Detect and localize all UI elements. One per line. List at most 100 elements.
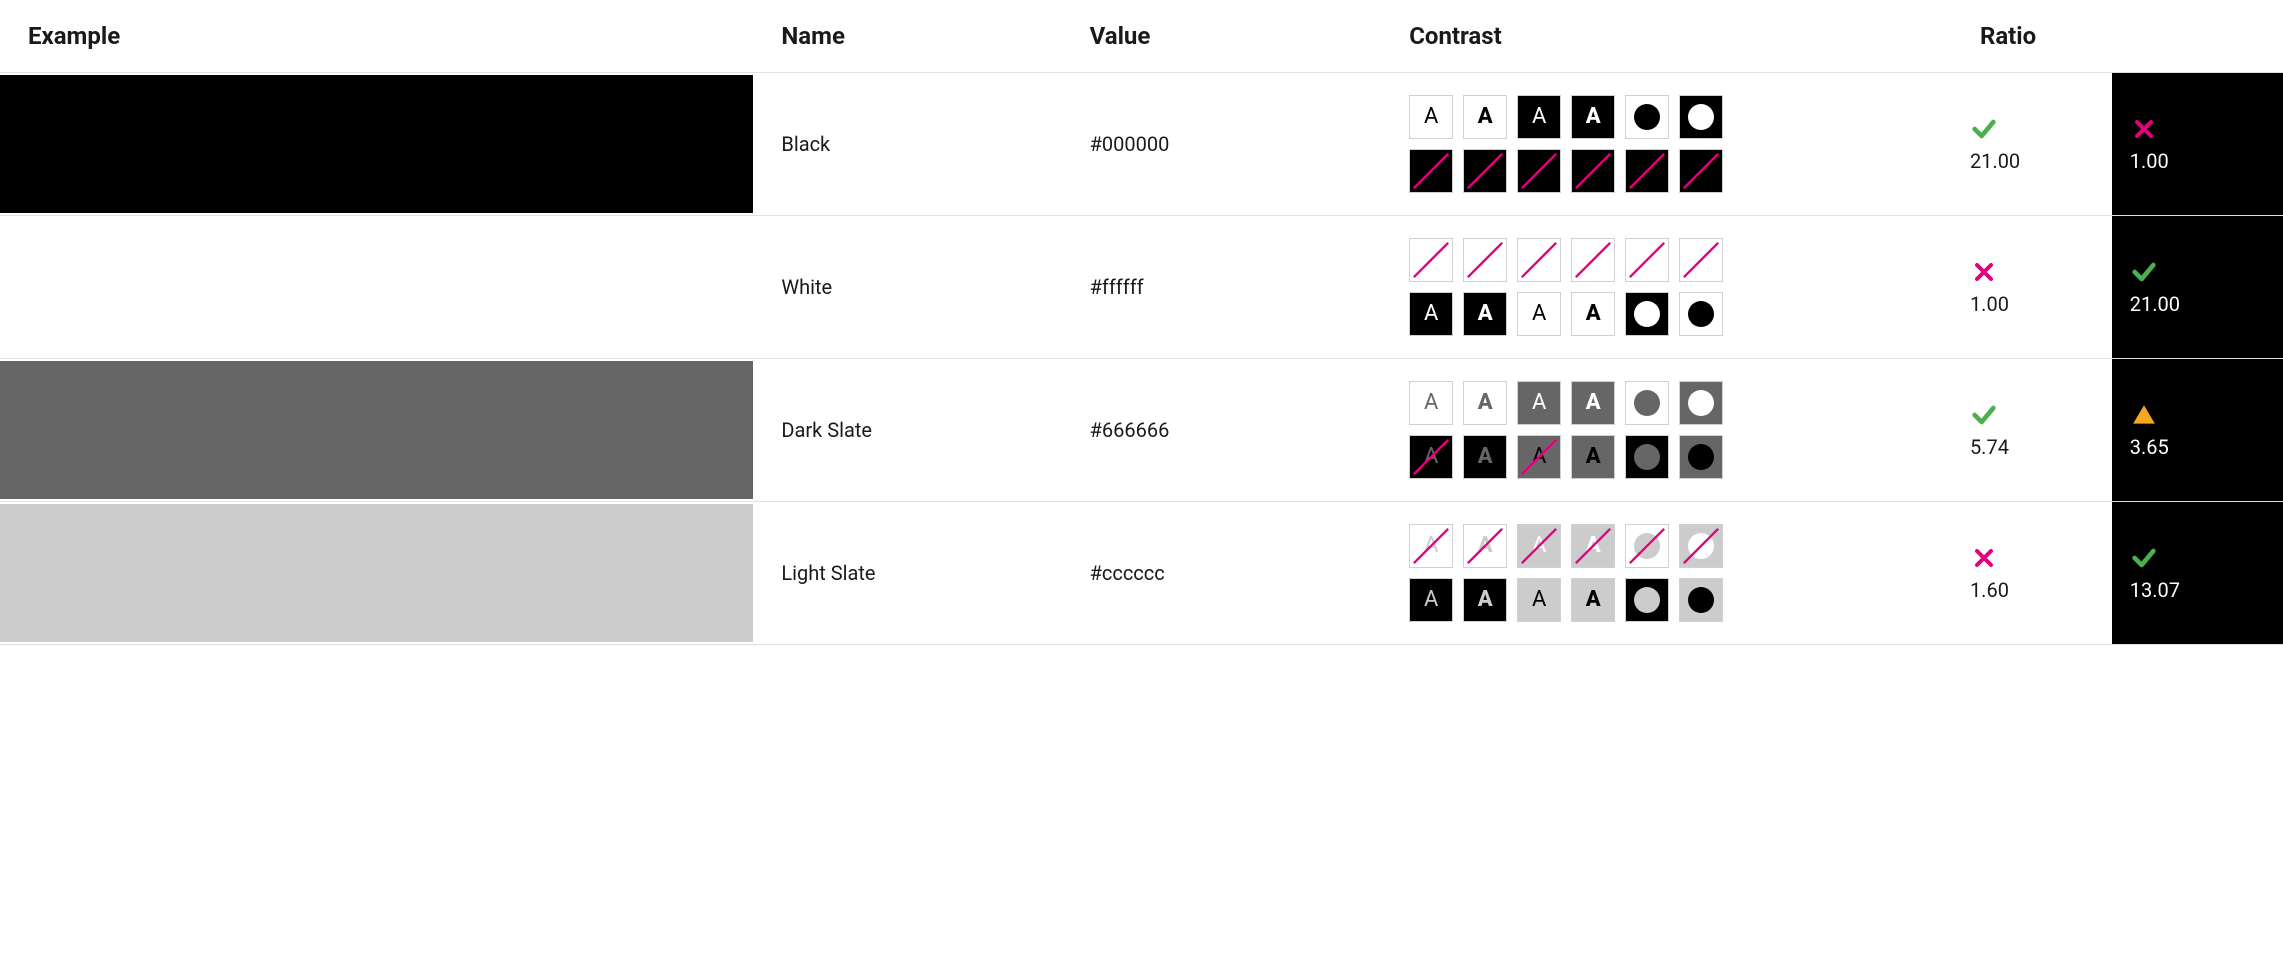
header-contrast: Contrast bbox=[1381, 0, 1952, 73]
ratio-dark-cell: 13.07 bbox=[2112, 502, 2283, 645]
ratio-status-icon bbox=[2130, 401, 2158, 429]
contrast-tile bbox=[1679, 149, 1723, 193]
contrast-circle bbox=[1688, 301, 1714, 327]
contrast-glyph: A bbox=[1586, 446, 1601, 468]
contrast-circle bbox=[1634, 533, 1660, 559]
contrast-tile bbox=[1679, 381, 1723, 425]
ratio-dark-cell: 3.65 bbox=[2112, 359, 2283, 502]
contrast-tile: A bbox=[1463, 435, 1507, 479]
contrast-glyph: A bbox=[1424, 589, 1438, 611]
contrast-circle bbox=[1634, 587, 1660, 613]
contrast-glyph: A bbox=[1586, 535, 1601, 557]
contrast-tile: A bbox=[1517, 95, 1561, 139]
color-value: #000000 bbox=[1062, 73, 1382, 216]
color-name: White bbox=[753, 216, 1061, 359]
contrast-circle bbox=[1688, 587, 1714, 613]
contrast-glyph: A bbox=[1586, 589, 1601, 611]
header-ratio: Ratio bbox=[1952, 0, 2283, 73]
contrast-glyph: A bbox=[1478, 160, 1493, 182]
ratio-light-cell: 21.00 bbox=[1952, 73, 2112, 216]
contrast-circle bbox=[1634, 390, 1660, 416]
contrast-glyph: A bbox=[1424, 392, 1438, 414]
table-row: Black#000000 AAAAAAAA 21.00 1.00 bbox=[0, 73, 2283, 216]
contrast-tile: A bbox=[1463, 524, 1507, 568]
contrast-grid: AAAAAAAA bbox=[1409, 95, 1924, 193]
check-icon bbox=[1970, 401, 1998, 429]
contrast-glyph: A bbox=[1532, 249, 1546, 271]
color-name: Dark Slate bbox=[753, 359, 1061, 502]
cross-icon bbox=[2132, 117, 2156, 141]
contrast-glyph: A bbox=[1532, 589, 1546, 611]
contrast-glyph: A bbox=[1424, 303, 1438, 325]
color-swatch bbox=[0, 75, 753, 213]
contrast-cell: AAAAAAAA bbox=[1381, 73, 1952, 216]
ratio-light-value: 1.60 bbox=[1970, 578, 2094, 602]
contrast-circle bbox=[1634, 104, 1660, 130]
contrast-circle bbox=[1634, 444, 1660, 470]
contrast-tile bbox=[1679, 238, 1723, 282]
contrast-tile bbox=[1679, 524, 1723, 568]
contrast-glyph: A bbox=[1532, 392, 1546, 414]
header-example: Example bbox=[0, 0, 753, 73]
cross-icon bbox=[1972, 546, 1996, 570]
contrast-tile: A bbox=[1517, 435, 1561, 479]
contrast-tile bbox=[1625, 292, 1669, 336]
contrast-glyph: A bbox=[1424, 106, 1438, 128]
ratio-dark-value: 21.00 bbox=[2130, 292, 2265, 316]
contrast-glyph: A bbox=[1586, 106, 1601, 128]
contrast-glyph: A bbox=[1478, 249, 1493, 271]
contrast-circle bbox=[1688, 390, 1714, 416]
contrast-tile: A bbox=[1517, 578, 1561, 622]
ratio-light-value: 1.00 bbox=[1970, 292, 2094, 316]
ratio-status-icon bbox=[1970, 544, 1998, 572]
color-value: #666666 bbox=[1062, 359, 1382, 502]
contrast-circle bbox=[1688, 247, 1714, 273]
ratio-dark-value: 1.00 bbox=[2130, 149, 2265, 173]
contrast-tile: A bbox=[1463, 149, 1507, 193]
contrast-tile: A bbox=[1571, 95, 1615, 139]
check-icon bbox=[2130, 544, 2158, 572]
contrast-tile: A bbox=[1517, 292, 1561, 336]
contrast-tile: A bbox=[1409, 95, 1453, 139]
ratio-light-cell: 5.74 bbox=[1952, 359, 2112, 502]
contrast-glyph: A bbox=[1532, 160, 1546, 182]
contrast-tile: A bbox=[1571, 292, 1615, 336]
ratio-dark-value: 3.65 bbox=[2130, 435, 2265, 459]
contrast-tile: A bbox=[1571, 149, 1615, 193]
contrast-tile: A bbox=[1571, 524, 1615, 568]
contrast-glyph: A bbox=[1532, 446, 1546, 468]
contrast-tile: A bbox=[1463, 292, 1507, 336]
ratio-light-cell: 1.60 bbox=[1952, 502, 2112, 645]
color-name: Black bbox=[753, 73, 1061, 216]
ratio-status-icon bbox=[1970, 401, 1998, 429]
contrast-tile: A bbox=[1463, 381, 1507, 425]
contrast-tile bbox=[1679, 435, 1723, 479]
color-name: Light Slate bbox=[753, 502, 1061, 645]
cross-icon bbox=[1972, 260, 1996, 284]
table-row: Light Slate#ccccccAAAAAAAA1.6013.07 bbox=[0, 502, 2283, 645]
contrast-glyph: A bbox=[1586, 303, 1601, 325]
ratio-status-icon bbox=[2130, 258, 2158, 286]
contrast-glyph: A bbox=[1586, 160, 1601, 182]
contrast-tile: A bbox=[1409, 435, 1453, 479]
contrast-tile: A bbox=[1517, 238, 1561, 282]
color-swatch bbox=[0, 504, 753, 642]
color-swatch bbox=[0, 361, 753, 499]
contrast-tile: A bbox=[1571, 381, 1615, 425]
ratio-status-icon bbox=[2130, 115, 2158, 143]
contrast-glyph: A bbox=[1586, 249, 1601, 271]
contrast-circle bbox=[1688, 104, 1714, 130]
contrast-tile bbox=[1625, 435, 1669, 479]
contrast-tile: A bbox=[1571, 578, 1615, 622]
contrast-grid: AAAAAAAA bbox=[1409, 524, 1924, 622]
ratio-status-icon bbox=[1970, 258, 1998, 286]
contrast-tile bbox=[1625, 381, 1669, 425]
contrast-cell: AAAAAAAA bbox=[1381, 216, 1952, 359]
ratio-light-value: 5.74 bbox=[1970, 435, 2094, 459]
contrast-tile bbox=[1679, 578, 1723, 622]
color-value: #cccccc bbox=[1062, 502, 1382, 645]
contrast-circle bbox=[1688, 158, 1714, 184]
contrast-tile bbox=[1625, 95, 1669, 139]
contrast-tile bbox=[1679, 95, 1723, 139]
ratio-dark-cell: 21.00 bbox=[2112, 216, 2283, 359]
